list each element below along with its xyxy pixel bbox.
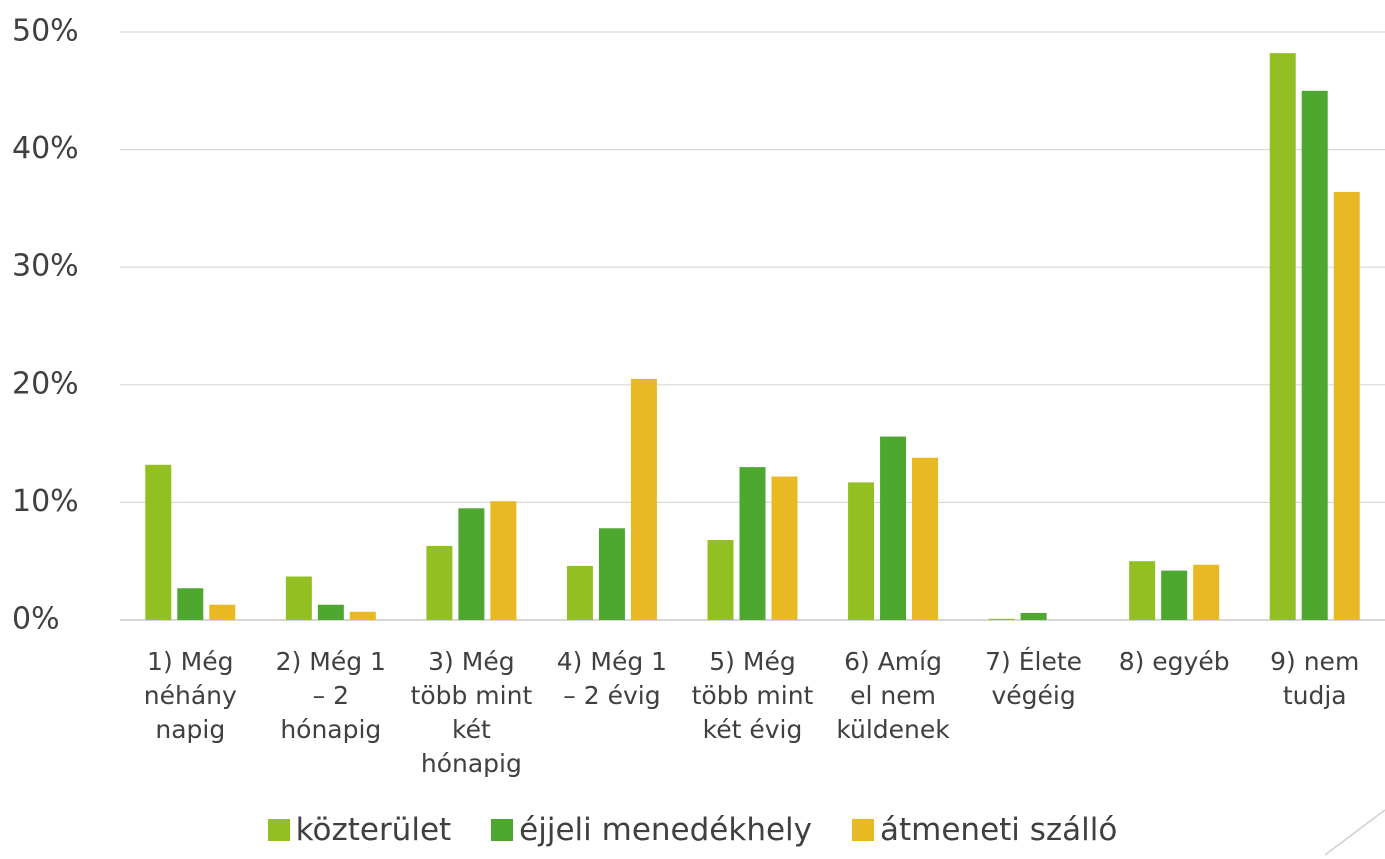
bar: [566, 565, 593, 620]
legend-item: átmeneti szálló: [852, 812, 1117, 848]
bar: [630, 378, 657, 620]
x-tick-label: 3) Még több mint két hónapig: [410, 647, 533, 778]
bar: [209, 604, 236, 620]
legend-item: közterület: [267, 812, 452, 848]
x-tick-label: 9) nem tudja: [1270, 647, 1360, 710]
y-tick-label: 0%: [12, 602, 60, 637]
bar: [177, 588, 204, 620]
legend-swatch: [267, 819, 290, 841]
y-tick-label: 30%: [12, 249, 79, 284]
bar: [349, 611, 376, 620]
y-tick-label: 20%: [12, 366, 79, 401]
y-tick-label: 40%: [12, 131, 79, 166]
bar: [1333, 191, 1360, 620]
bar: [490, 501, 517, 620]
y-tick-label: 10%: [12, 484, 79, 519]
bar: [426, 545, 453, 620]
bar: [458, 508, 485, 620]
bar: [739, 467, 766, 620]
bar: [912, 457, 939, 620]
x-tick-label: 7) Élete végéig: [985, 647, 1083, 710]
legend-label: átmeneti szálló: [880, 812, 1118, 848]
decoration: [1324, 809, 1385, 856]
bar: [317, 604, 344, 620]
bar: [145, 464, 172, 620]
x-tick-label: 1) Még néhány napig: [143, 647, 237, 744]
bar: [1269, 53, 1296, 621]
legend-swatch: [491, 819, 514, 841]
bar: [1301, 90, 1328, 621]
y-tick-label: 50%: [12, 14, 79, 49]
bar: [285, 576, 312, 620]
bar: [1161, 570, 1188, 620]
bar: [848, 482, 875, 620]
bar: [1193, 564, 1220, 620]
x-tick-label: 8) egyéb: [1118, 647, 1230, 676]
bar: [1129, 561, 1156, 620]
legend: közterület éjjeli menedékhely átmeneti szá…: [0, 812, 1385, 848]
bar: [1020, 612, 1047, 620]
legend-label: éjjeli menedékhely: [519, 812, 812, 848]
x-tick-label: 5) Még több mint két évig: [691, 647, 814, 744]
bar: [771, 476, 798, 620]
x-tick-label: 4) Még 1 – 2 évig: [556, 647, 668, 710]
legend-item: éjjeli menedékhely: [491, 812, 812, 848]
x-tick-label: 2) Még 1 – 2 hónapig: [275, 647, 386, 744]
bar: [880, 436, 907, 620]
x-tick-label: 6) Amíg el nem küldenek: [836, 647, 950, 744]
legend-swatch: [852, 819, 874, 841]
bar: [598, 528, 625, 620]
bar: [988, 618, 1015, 620]
bar: [707, 540, 734, 620]
legend-label: közterület: [295, 812, 452, 848]
